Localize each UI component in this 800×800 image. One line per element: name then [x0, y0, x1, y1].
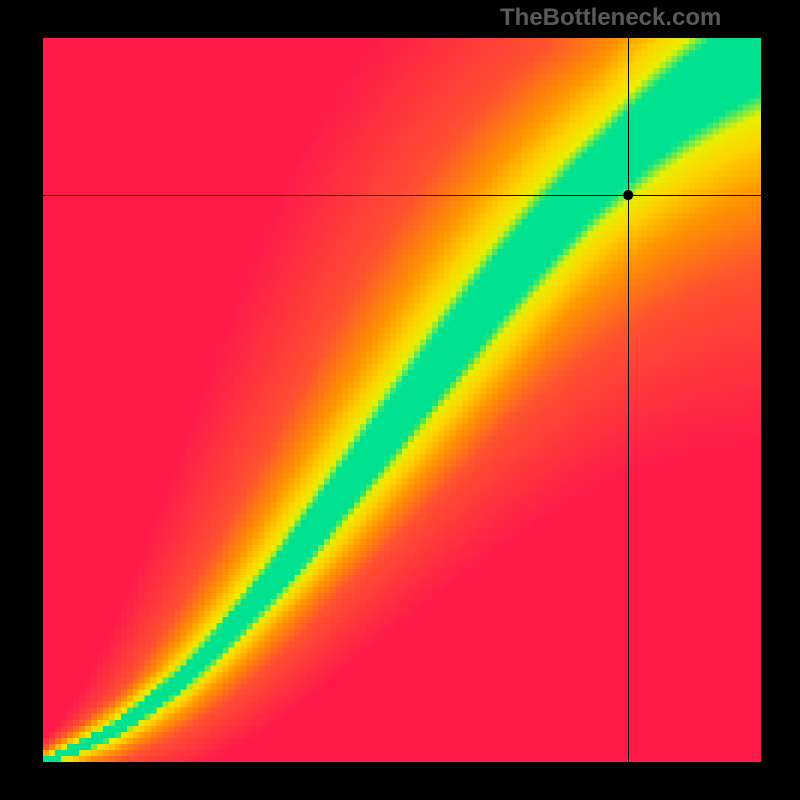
crosshair-overlay: [43, 38, 761, 762]
watermark-text: TheBottleneck.com: [500, 4, 721, 32]
chart-container: TheBottleneck.com: [0, 0, 800, 800]
